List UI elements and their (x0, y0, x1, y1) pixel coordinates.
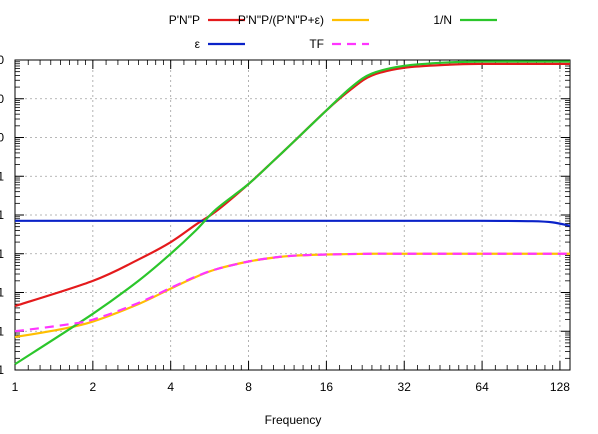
x-tick-label: 128 (550, 380, 570, 394)
plot-frame (14, 59, 571, 371)
x-tick-label: 1 (12, 380, 19, 394)
y-tick-label: 0 (0, 131, 4, 145)
y-tick-label: 1 (0, 169, 4, 183)
y-tick-label: 1 (0, 363, 4, 377)
series-line-3 (15, 219, 571, 227)
series-line-1 (14, 252, 570, 339)
x-tick-label: 4 (167, 380, 174, 394)
y-tick-label: 1 (0, 247, 4, 261)
series-lines (14, 60, 571, 366)
y-tick-label: 1 (0, 208, 4, 222)
y-tick-label: 0 (0, 53, 4, 67)
series-line-0 (14, 62, 570, 308)
y-tick-label: 0 (0, 92, 4, 106)
y-tick-label: 1 (0, 286, 4, 300)
legend-label: 1/N (433, 13, 452, 27)
x-tick-label: 32 (398, 380, 412, 394)
x-tick-label: 2 (90, 380, 97, 394)
y-tick-label: 1 (0, 324, 4, 338)
x-tick-label: 64 (475, 380, 489, 394)
legend: P'N"P P'N"P/(P'N"P+ε) 1/N ε TF (169, 13, 497, 51)
legend-label: P'N"P/(P'N"P+ε) (238, 13, 324, 27)
x-axis-label: Frequency (265, 413, 322, 427)
series-line-4 (14, 252, 570, 333)
x-tick-label: 8 (245, 380, 252, 394)
x-tick-label: 16 (320, 380, 334, 394)
legend-label: TF (309, 37, 324, 51)
series-line-2 (14, 60, 570, 366)
legend-label: ε (195, 37, 201, 51)
legend-label: P'N"P (169, 13, 200, 27)
grid-lines (15, 60, 570, 370)
